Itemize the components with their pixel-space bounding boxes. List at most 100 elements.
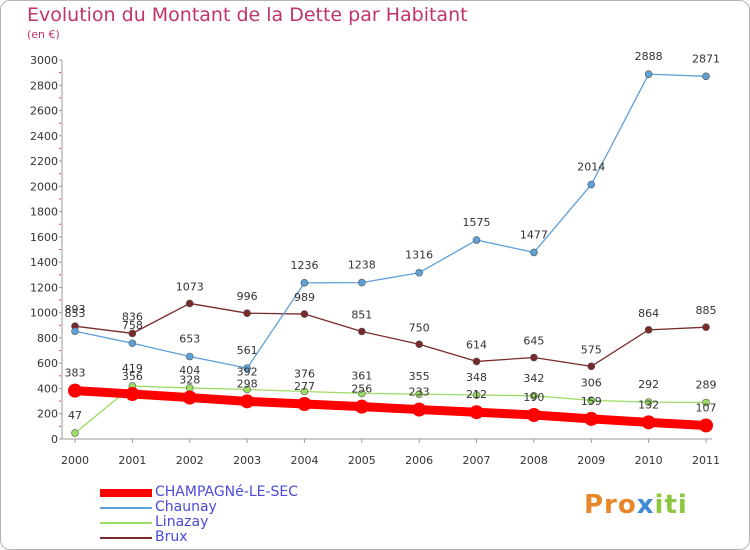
point-0-9 — [584, 411, 599, 426]
point-2-8 — [530, 391, 538, 400]
point-1-7 — [472, 236, 481, 244]
legend-swatch-chaunay — [100, 507, 152, 509]
data-label-1-7: 1575 — [463, 216, 491, 229]
series-line-1 — [74, 73, 707, 369]
point-2-4 — [300, 387, 309, 396]
point-0-3 — [240, 394, 255, 409]
y-tick-label-3000: 3000 — [30, 54, 58, 67]
data-label-3-3: 996 — [237, 290, 258, 303]
point-0-7 — [469, 405, 484, 420]
point-0-5 — [354, 399, 369, 414]
data-label-0-4: 277 — [294, 380, 315, 393]
data-label-3-7: 614 — [466, 338, 487, 351]
data-label-2-6: 355 — [409, 370, 430, 383]
point-3-3 — [243, 309, 251, 317]
data-label-2-1: 419 — [122, 362, 143, 375]
data-label-0-8: 190 — [523, 391, 544, 404]
data-label-1-3: 561 — [237, 344, 258, 357]
axes: 0 200 400 600 800 1000 1200 1400 1600 1800 2000 220… — [30, 54, 720, 467]
point-3-2 — [185, 299, 194, 308]
legend-label-linazay: Linazay — [155, 514, 209, 530]
y-tick-label-1600: 1600 — [30, 231, 58, 244]
point-2-11 — [702, 398, 710, 407]
data-label-3-6: 750 — [409, 321, 430, 334]
point-3-10 — [644, 326, 653, 334]
point-2-10 — [644, 398, 653, 406]
data-label-2-2: 404 — [179, 364, 200, 377]
data-label-0-10: 132 — [638, 398, 659, 411]
legend-label-brux: Brux — [155, 529, 188, 545]
point-1-6 — [415, 268, 423, 277]
data-label-3-8: 645 — [523, 335, 544, 348]
data-label-3-1: 836 — [122, 310, 143, 323]
data-label-2-11: 289 — [696, 378, 717, 391]
point-3-7 — [472, 357, 481, 366]
legend-swatch-brux — [100, 537, 152, 539]
data-label-0-6: 233 — [409, 386, 430, 399]
data-label-1-1: 758 — [122, 319, 143, 332]
data-label-3-5: 851 — [351, 308, 372, 321]
x-tick-label-2005: 2005 — [348, 454, 376, 467]
point-3-5 — [358, 327, 366, 336]
x-tick-label-2007: 2007 — [463, 454, 491, 467]
y-tick-label-1000: 1000 — [30, 307, 58, 320]
y-tick-label-1400: 1400 — [30, 256, 58, 269]
legend-swatch-champagne — [100, 489, 152, 497]
data-label-1-2: 653 — [179, 333, 200, 346]
series-line-0 — [70, 386, 711, 430]
point-0-10 — [641, 415, 656, 430]
data-label-3-9: 575 — [581, 343, 602, 356]
point-2-0 — [71, 429, 79, 437]
x-tick-label-2000: 2000 — [61, 454, 89, 467]
y-tick-label-200: 200 — [37, 408, 58, 421]
point-0-4 — [297, 397, 312, 412]
data-label-0-9: 159 — [581, 395, 602, 408]
y-tick-label-800: 800 — [37, 332, 58, 345]
series-line-2 — [74, 385, 707, 434]
data-label-1-11: 2871 — [692, 52, 720, 65]
legend-label-champagne: CHAMPAGNé-LE-SEC — [155, 484, 299, 500]
chart-subtitle: (en €) — [27, 28, 60, 41]
data-label-3-11: 885 — [696, 304, 717, 317]
point-3-11 — [702, 323, 710, 331]
data-labels-layer: 383 356 328 298 277 256 233 212 190 159 132 107 853 7… — [65, 50, 721, 422]
x-tick-label-2001: 2001 — [118, 454, 146, 467]
data-label-3-0: 893 — [65, 303, 86, 316]
point-2-9 — [587, 396, 596, 405]
data-label-3-4: 989 — [294, 291, 315, 304]
data-label-2-9: 306 — [581, 376, 602, 389]
series-line-3 — [74, 302, 707, 368]
point-3-8 — [530, 353, 538, 362]
data-label-2-7: 348 — [466, 371, 487, 384]
y-tick-label-0: 0 — [51, 433, 58, 446]
legend-swatch-linazay — [100, 522, 152, 524]
data-label-0-5: 256 — [351, 383, 372, 396]
chart-title: Evolution du Montant de la Dette par Hab… — [27, 4, 468, 26]
series-layer — [68, 70, 713, 437]
y-tick-label-1200: 1200 — [30, 281, 58, 294]
data-label-2-8: 342 — [523, 372, 544, 385]
point-3-6 — [415, 340, 423, 349]
data-label-0-1: 356 — [122, 370, 143, 383]
data-label-1-0: 853 — [65, 307, 86, 320]
data-label-2-0: 47 — [68, 409, 82, 422]
point-2-3 — [243, 385, 251, 394]
point-1-8 — [530, 248, 538, 257]
data-label-0-3: 298 — [237, 377, 258, 390]
point-3-4 — [300, 310, 309, 318]
x-tick-label-2006: 2006 — [405, 454, 433, 467]
point-1-10 — [644, 70, 653, 78]
data-label-1-10: 2888 — [635, 50, 663, 63]
data-label-0-2: 328 — [179, 374, 200, 387]
y-tick-label-400: 400 — [37, 382, 58, 395]
y-tick-label-1800: 1800 — [30, 206, 58, 219]
point-1-4 — [300, 279, 309, 287]
data-label-2-3: 392 — [237, 365, 258, 378]
point-2-6 — [415, 390, 423, 398]
x-tick-label-2008: 2008 — [520, 454, 548, 467]
point-1-1 — [128, 339, 137, 348]
data-label-1-5: 1238 — [348, 259, 376, 272]
point-0-6 — [412, 402, 427, 417]
point-3-9 — [587, 362, 596, 371]
data-label-3-2: 1073 — [176, 280, 204, 293]
